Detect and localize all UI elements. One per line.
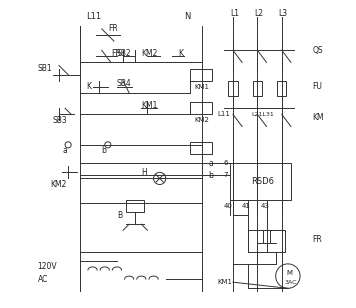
Text: a: a (62, 146, 67, 156)
Text: L11: L11 (87, 12, 101, 21)
Text: 7: 7 (224, 172, 228, 178)
Text: 40: 40 (224, 203, 233, 209)
Bar (230, 163, 291, 200)
Text: RSD6: RSD6 (251, 177, 274, 186)
Text: SB2: SB2 (117, 49, 132, 58)
Text: FR: FR (312, 235, 322, 244)
Text: KM2: KM2 (141, 49, 158, 58)
Text: L3: L3 (279, 9, 288, 18)
Text: L1: L1 (230, 9, 239, 18)
Text: 43: 43 (260, 203, 269, 209)
Bar (190, 102, 211, 114)
Text: KM1: KM1 (195, 84, 210, 90)
Text: KM: KM (312, 113, 324, 122)
Bar (277, 81, 286, 96)
Bar (248, 230, 285, 252)
Text: FU: FU (312, 82, 322, 91)
Text: 3AC: 3AC (284, 280, 297, 285)
Text: B: B (117, 211, 122, 220)
Text: KM1: KM1 (218, 279, 233, 285)
Text: H: H (141, 168, 147, 177)
Text: b: b (209, 171, 213, 180)
Bar (190, 142, 211, 154)
Text: KM2: KM2 (50, 180, 66, 189)
Text: L2: L2 (254, 9, 263, 18)
Text: a: a (209, 159, 213, 168)
Text: 6: 6 (224, 160, 228, 166)
Bar (228, 81, 237, 96)
Text: SB1: SB1 (38, 64, 52, 73)
Text: 41: 41 (242, 203, 251, 209)
Text: AC: AC (38, 275, 48, 284)
Text: K: K (87, 82, 91, 91)
Text: M: M (286, 270, 292, 276)
Text: FR: FR (111, 49, 121, 58)
Text: SB3: SB3 (53, 116, 68, 125)
Bar (126, 200, 145, 212)
Text: FR: FR (108, 24, 117, 33)
Bar (190, 69, 211, 81)
Text: KM1: KM1 (141, 101, 158, 110)
Text: L21L31: L21L31 (251, 112, 274, 117)
Text: L11: L11 (218, 111, 231, 117)
Text: SB4: SB4 (117, 79, 132, 88)
Text: QS: QS (312, 46, 323, 55)
Text: b: b (102, 146, 106, 156)
Text: KM2: KM2 (195, 117, 210, 124)
Text: K: K (178, 49, 183, 58)
Text: 120V: 120V (38, 262, 57, 271)
Text: N: N (184, 12, 190, 21)
Bar (253, 81, 262, 96)
